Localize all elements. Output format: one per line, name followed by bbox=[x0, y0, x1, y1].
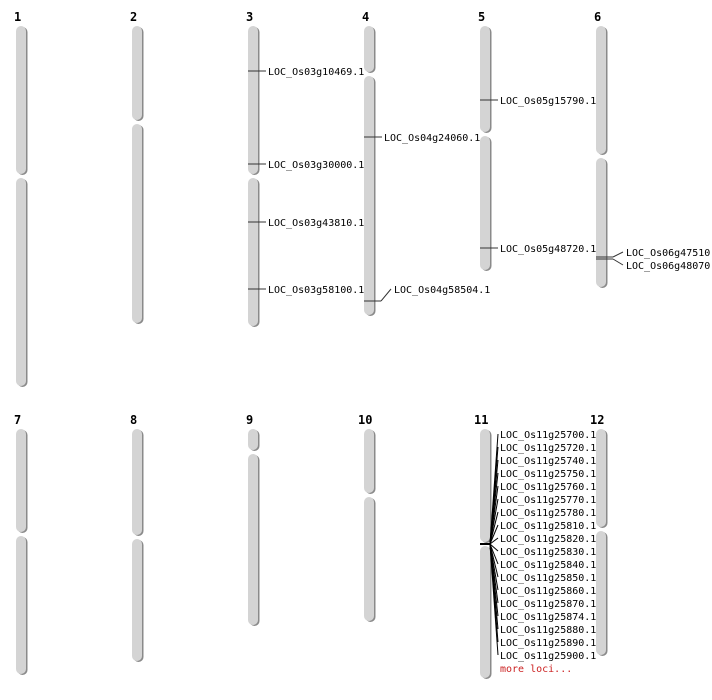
chromosome-2[interactable]: 2 bbox=[130, 10, 144, 324]
chromosome-4[interactable]: 4 LOC_Os04g24060.1 LOC_Os04g58504.1 bbox=[362, 10, 490, 316]
chromosome-arm bbox=[132, 26, 142, 120]
locus-label[interactable]: LOC_Os03g10469.1 bbox=[268, 67, 364, 78]
locus-label[interactable]: LOC_Os03g43810.1 bbox=[268, 218, 364, 229]
locus-label[interactable]: LOC_Os06g48070.1 bbox=[626, 261, 712, 272]
chromosome-12[interactable]: 12 bbox=[590, 413, 608, 656]
chromosome-number: 7 bbox=[14, 413, 21, 427]
chromosome-7[interactable]: 7 bbox=[14, 413, 28, 675]
locus-connector bbox=[612, 258, 624, 266]
chromosome-arm bbox=[16, 26, 26, 174]
chromosome-10[interactable]: 10 bbox=[358, 413, 376, 622]
locus-label[interactable]: LOC_Os11g25720.1 bbox=[500, 443, 596, 454]
chromosome-arm bbox=[132, 539, 142, 661]
locus-label[interactable]: LOC_Os11g25780.1 bbox=[500, 508, 596, 519]
chromosome-number: 6 bbox=[594, 10, 601, 24]
chromosome-arm bbox=[16, 536, 26, 674]
chromosome-3[interactable]: 3 LOC_Os03g10469.1 LOC_Os03g30000.1 LOC_Os0… bbox=[246, 10, 364, 327]
locus-label[interactable]: LOC_Os03g30000.1 bbox=[268, 160, 364, 171]
chromosome-arm bbox=[16, 429, 26, 532]
chromosome-11[interactable]: 11 LOC_Os11g25700.1 LOC_Os11g25720.1 LOC_Os… bbox=[474, 413, 596, 679]
more-loci-link[interactable]: more loci... bbox=[500, 664, 572, 675]
locus-label[interactable]: LOC_Os11g25890.1 bbox=[500, 638, 596, 649]
chromosome-arm bbox=[132, 124, 142, 323]
chromosome-arm bbox=[16, 178, 26, 386]
chromosome-arm bbox=[480, 546, 490, 678]
locus-label[interactable]: LOC_Os11g25860.1 bbox=[500, 586, 596, 597]
locus-label[interactable]: LOC_Os11g25810.1 bbox=[500, 521, 596, 532]
chromosome-arm bbox=[248, 26, 258, 174]
chromosome-number: 9 bbox=[246, 413, 253, 427]
locus-label[interactable]: LOC_Os03g58100.1 bbox=[268, 285, 364, 296]
locus-connector bbox=[489, 511, 499, 545]
locus-connector bbox=[489, 537, 499, 545]
chromosome-number: 4 bbox=[362, 10, 369, 24]
locus-label[interactable]: LOC_Os11g25760.1 bbox=[500, 482, 596, 493]
chromosome-arm bbox=[480, 136, 490, 270]
locus-label[interactable]: LOC_Os11g25770.1 bbox=[500, 495, 596, 506]
locus-label[interactable]: LOC_Os05g48720.1 bbox=[500, 244, 596, 255]
locus-label[interactable]: LOC_Os04g58504.1 bbox=[394, 285, 490, 296]
chromosome-number: 3 bbox=[246, 10, 253, 24]
chromosome-8[interactable]: 8 bbox=[130, 413, 144, 662]
chromosome-arm bbox=[248, 429, 258, 450]
chromosome-1[interactable]: 1 bbox=[14, 10, 28, 387]
chromosome-6[interactable]: 6 LOC_Os06g47510.1 LOC_Os06g48070.1 bbox=[594, 10, 712, 288]
chromosome-arm bbox=[596, 158, 606, 287]
locus-connector bbox=[612, 251, 624, 258]
chromosome-number: 5 bbox=[478, 10, 485, 24]
chromosome-number: 1 bbox=[14, 10, 21, 24]
locus-label[interactable]: LOC_Os04g24060.1 bbox=[384, 133, 480, 144]
locus-connector bbox=[489, 543, 499, 656]
chromosome-number: 2 bbox=[130, 10, 137, 24]
chromosome-arm bbox=[248, 178, 258, 326]
chromosome-arm bbox=[364, 76, 374, 315]
locus-label[interactable]: LOC_Os11g25840.1 bbox=[500, 560, 596, 571]
locus-label[interactable]: LOC_Os11g25700.1 bbox=[500, 430, 596, 441]
chromosome-number: 11 bbox=[474, 413, 488, 427]
locus-label[interactable]: LOC_Os06g47510.1 bbox=[626, 248, 712, 259]
chromosome-9[interactable]: 9 bbox=[246, 413, 260, 626]
locus-label[interactable]: LOC_Os11g25750.1 bbox=[500, 469, 596, 480]
locus-connector bbox=[489, 498, 499, 545]
chromosome-arm bbox=[364, 497, 374, 621]
locus-connector bbox=[489, 524, 499, 545]
locus-label[interactable]: LOC_Os11g25880.1 bbox=[500, 625, 596, 636]
locus-label[interactable]: LOC_Os05g15790.1 bbox=[500, 96, 596, 107]
chromosome-number: 12 bbox=[590, 413, 604, 427]
locus-label[interactable]: LOC_Os11g25870.1 bbox=[500, 599, 596, 610]
chromosome-arm bbox=[480, 26, 490, 132]
locus-connector bbox=[489, 543, 499, 552]
chromosome-5[interactable]: 5 LOC_Os05g15790.1 LOC_Os05g48720.1 bbox=[478, 10, 596, 271]
chromosome-arm bbox=[596, 26, 606, 154]
locus-label[interactable]: LOC_Os11g25740.1 bbox=[500, 456, 596, 467]
chromosome-number: 8 bbox=[130, 413, 137, 427]
chromosome-arm bbox=[364, 26, 374, 72]
locus-connector bbox=[489, 543, 499, 565]
chromosome-arm bbox=[596, 531, 606, 655]
locus-label[interactable]: LOC_Os11g25820.1 bbox=[500, 534, 596, 545]
chromosome-arm bbox=[132, 429, 142, 535]
chromosome-number: 10 bbox=[358, 413, 372, 427]
chromosome-arm bbox=[248, 454, 258, 625]
locus-label[interactable]: LOC_Os11g25850.1 bbox=[500, 573, 596, 584]
chromosome-arm bbox=[480, 429, 490, 542]
locus-label[interactable]: LOC_Os11g25900.1 bbox=[500, 651, 596, 662]
chromosome-arm bbox=[364, 429, 374, 493]
chromosome-arm bbox=[596, 429, 606, 527]
locus-connector bbox=[380, 288, 392, 302]
locus-label[interactable]: LOC_Os11g25830.1 bbox=[500, 547, 596, 558]
locus-label[interactable]: LOC_Os11g25874.1 bbox=[500, 612, 596, 623]
